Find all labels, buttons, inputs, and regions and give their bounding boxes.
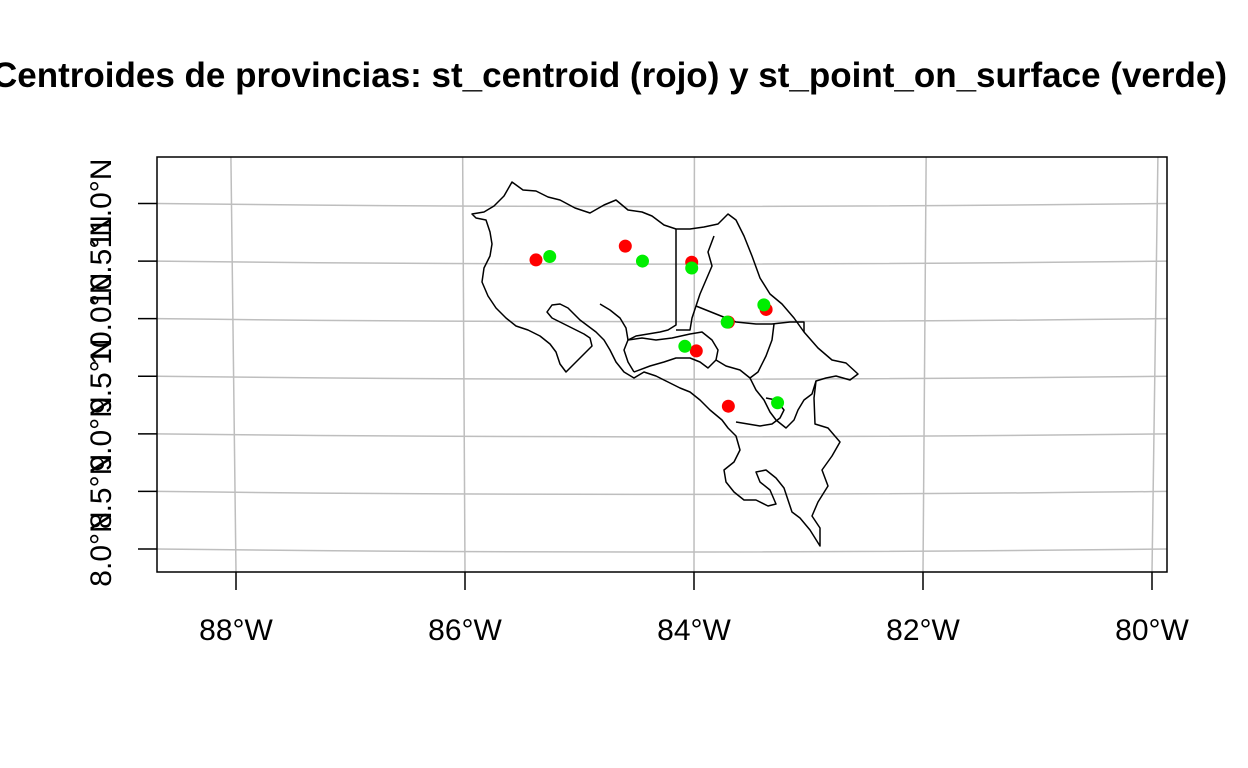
- meridian-gridline: [1151, 156, 1159, 573]
- y-tick-label: 9.5°N: [85, 339, 118, 414]
- province-border: [623, 229, 677, 373]
- province-border: [599, 303, 629, 341]
- meridian-gridline: [922, 156, 927, 573]
- centroid-point: [618, 239, 632, 253]
- point-on-surface-point: [635, 254, 649, 268]
- parallel-gridline: [156, 433, 1168, 438]
- province-border: [695, 305, 805, 332]
- point-on-surface-point: [720, 315, 734, 329]
- x-tick-label: 86°W: [428, 614, 502, 647]
- page-title: Centroides de provincias: st_centroid (r…: [0, 56, 1248, 104]
- province-border: [749, 377, 817, 429]
- x-tick-label: 88°W: [199, 614, 273, 647]
- parallel-gridline: [156, 548, 1168, 553]
- province-border: [627, 323, 775, 379]
- y-tick-label: 10.5°N: [85, 215, 118, 307]
- point-on-surface-point: [543, 249, 557, 263]
- point-on-surface-point: [771, 396, 785, 410]
- title-text: Centroides de provincias: st_centroid (r…: [0, 56, 1227, 95]
- points-layer: [529, 239, 785, 413]
- province-outlines: [471, 181, 859, 547]
- x-tick-label: 80°W: [1115, 614, 1189, 647]
- y-tick-label: 8.0°N: [85, 511, 118, 586]
- centroid-point: [689, 344, 703, 358]
- point-on-surface-point: [678, 339, 692, 353]
- axes: 88°W 86°W 84°W 82°W 80°W 8.0°N8.5°N9.0°N9.5°N…: [85, 159, 1190, 647]
- x-tick-label: 84°W: [657, 614, 731, 647]
- y-tick-label: 11.0°N: [85, 159, 118, 249]
- y-tick-label: 10.0°N: [85, 273, 118, 365]
- y-tick-label: 8.5°N: [85, 454, 118, 529]
- parallel-gridline: [156, 317, 1168, 323]
- point-on-surface-point: [685, 261, 699, 275]
- plot-frame: [156, 156, 1168, 573]
- x-tick-label: 82°W: [886, 614, 960, 647]
- province-border: [676, 235, 715, 331]
- graticule-grid: [156, 156, 1168, 573]
- parallel-gridline: [156, 260, 1168, 265]
- centroid-point: [721, 399, 735, 413]
- y-tick-label: 9.0°N: [85, 396, 118, 471]
- centroid-point: [529, 253, 543, 267]
- parallel-gridline: [156, 202, 1168, 208]
- country-outline: [471, 181, 859, 547]
- meridian-gridline: [461, 156, 466, 573]
- province-border: [633, 357, 717, 373]
- point-on-surface-point: [757, 298, 771, 312]
- parallel-gridline: [156, 490, 1168, 496]
- meridian-gridline: [230, 156, 237, 573]
